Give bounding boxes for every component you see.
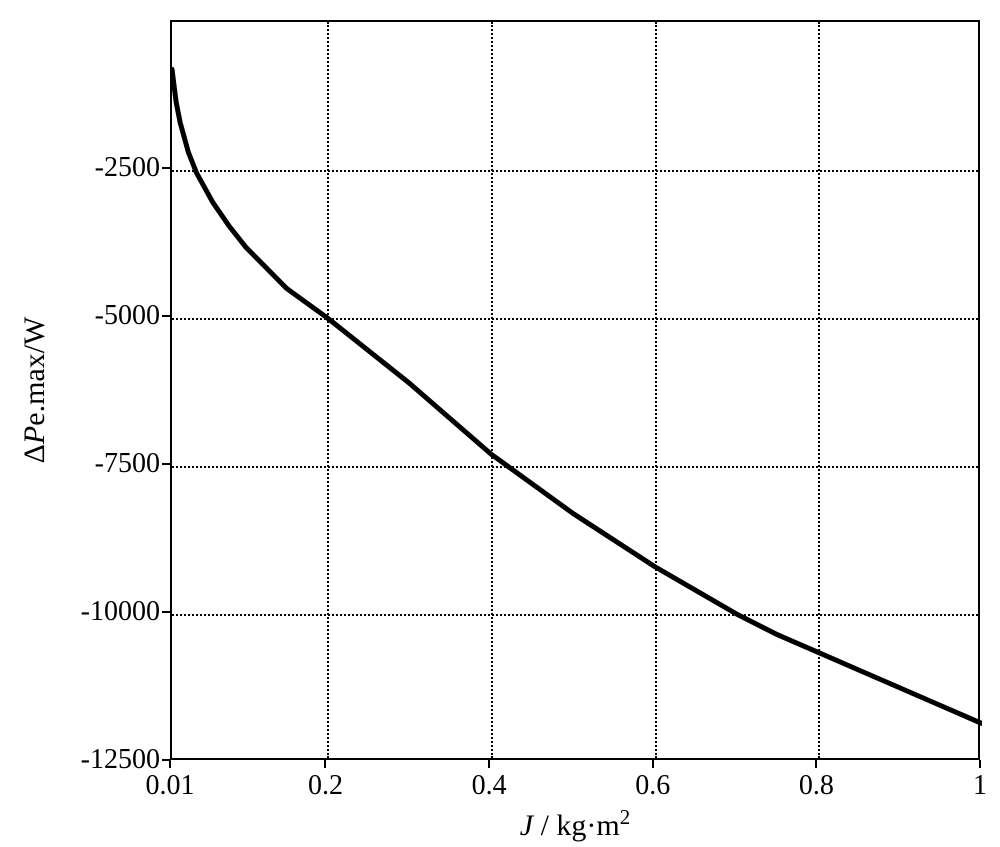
x-tick-mark (488, 760, 490, 768)
x-tick-label: 0.6 (635, 770, 670, 802)
y-tick-mark (162, 315, 170, 317)
plot-area (170, 20, 980, 760)
x-tick-mark (652, 760, 654, 768)
chart-container: ΔPe.max/W J / kg·m2 -2500 -5000 -7500 -1000… (0, 0, 1000, 847)
data-curve (172, 22, 982, 762)
x-tick-label: 0.8 (799, 770, 834, 802)
x-tick-label: 0.4 (472, 770, 507, 802)
x-tick-mark (979, 760, 981, 768)
x-tick-label: 0.01 (146, 770, 195, 802)
y-axis-label: ΔPe.max/W (18, 317, 52, 464)
y-tick-mark (162, 463, 170, 465)
y-tick-label: -10000 (70, 596, 160, 628)
x-tick-mark (324, 760, 326, 768)
x-tick-mark (815, 760, 817, 768)
y-tick-label: -7500 (70, 448, 160, 480)
y-tick-mark (162, 611, 170, 613)
y-tick-mark (162, 167, 170, 169)
y-tick-label: -5000 (70, 300, 160, 332)
x-tick-label: 1 (973, 770, 987, 802)
x-tick-mark (169, 760, 171, 768)
y-tick-label: -2500 (70, 152, 160, 184)
x-axis-label: J / kg·m2 (520, 805, 631, 843)
x-tick-label: 0.2 (308, 770, 343, 802)
